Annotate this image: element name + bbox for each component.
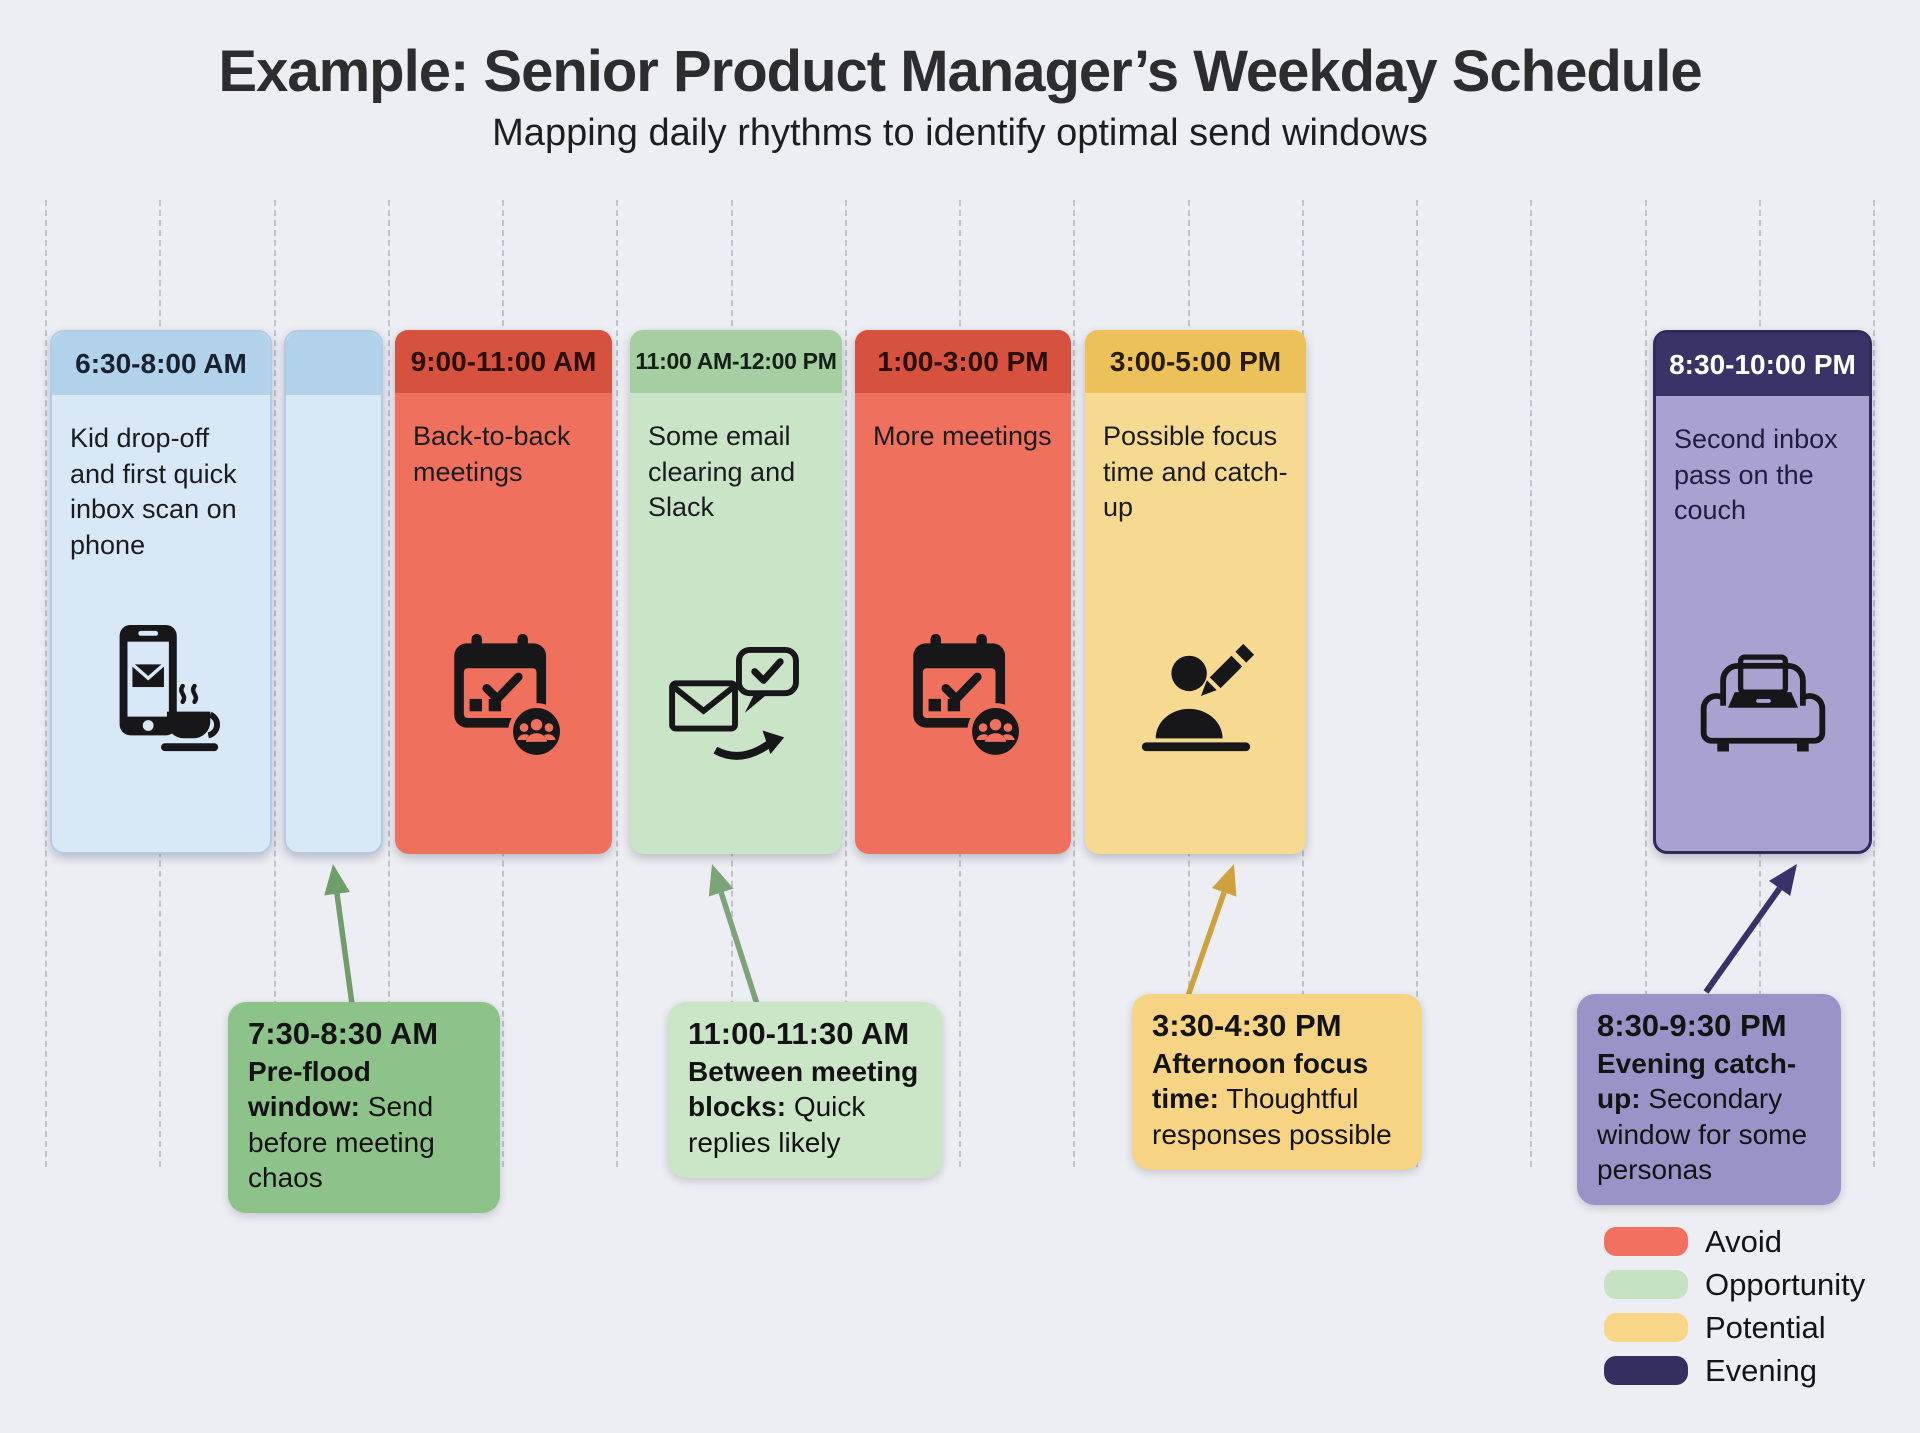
schedule-block-evening-couch: 8:30-10:00 PM Second inbox pass on the c… [1653, 330, 1872, 854]
arrow-afternoon-focus [1185, 864, 1237, 997]
callout-time: 11:00-11:30 AM [688, 1016, 910, 1051]
legend-row-opportunity: Opportunity [1604, 1263, 1865, 1306]
callout-time: 7:30-8:30 AM [248, 1016, 439, 1051]
page-title: Example: Senior Product Manager’s Weekda… [218, 39, 1702, 104]
callout-text: Afternoon focus time: Thoughtful respons… [1152, 1048, 1392, 1150]
legend-swatch-potential [1604, 1313, 1688, 1342]
block-description: Some email clearing and Slack [648, 421, 796, 523]
block-description: More meetings [873, 421, 1052, 451]
legend-row-potential: Potential [1604, 1306, 1865, 1349]
time-range-label [286, 332, 381, 395]
callout-pre-flood-window: 7:30-8:30 AM Pre-flood window: Send befo… [228, 1002, 500, 1214]
time-range-label: 6:30-8:00 AM [52, 332, 270, 395]
callout-text: Evening catch-up: Secondary window for s… [1597, 1048, 1808, 1185]
callout-text: Between meeting blocks: Quick replies li… [688, 1056, 919, 1158]
time-range-label: 3:00-5:00 PM [1085, 330, 1306, 393]
time-range-label: 9:00-11:00 AM [395, 330, 612, 393]
schedule-block-email-clearing: 11:00 AM-12:00 PM Some email clearing an… [630, 330, 842, 854]
callout-text: Pre-flood window: Send before meeting ch… [248, 1056, 435, 1193]
schedule-block-focus-time: 3:00-5:00 PM Possible focus time and cat… [1085, 330, 1306, 854]
schedule-block-pre-meeting-gap [284, 330, 383, 854]
phone-coffee-icon [92, 620, 230, 760]
time-range-label: 8:30-10:00 PM [1656, 333, 1869, 396]
email-reply-icon [664, 644, 808, 762]
schedule-block-morning-meetings: 9:00-11:00 AM Back-to-back meetings [395, 330, 612, 854]
legend-swatch-evening [1604, 1356, 1688, 1385]
block-description: Possible focus time and catch-up [1103, 421, 1288, 523]
legend-label: Avoid [1705, 1223, 1782, 1259]
arrow-pre-flood [324, 864, 355, 1005]
legend-label: Opportunity [1705, 1266, 1866, 1302]
callout-between-meeting-blocks: 11:00-11:30 AM Between meeting blocks: Q… [668, 1002, 942, 1178]
legend-swatch-avoid [1604, 1227, 1688, 1256]
callout-time: 8:30-9:30 PM [1597, 1008, 1787, 1043]
page-subtitle: Mapping daily rhythms to identify optima… [492, 112, 1428, 154]
legend-label: Evening [1705, 1352, 1818, 1388]
legend-row-avoid: Avoid [1604, 1220, 1865, 1263]
legend-row-evening: Evening [1604, 1349, 1865, 1392]
block-description: Back-to-back meetings [413, 421, 571, 487]
callout-evening-catch-up: 8:30-9:30 PM Evening catch-up: Secondary… [1577, 994, 1841, 1206]
block-description: Second inbox pass on the couch [1674, 424, 1838, 526]
person-writing-icon [1132, 636, 1260, 762]
schedule-block-afternoon-meetings: 1:00-3:00 PM More meetings [855, 330, 1071, 854]
calendar-people-icon [896, 630, 1030, 762]
callout-time: 3:30-4:30 PM [1152, 1008, 1342, 1043]
couch-laptop-icon [1692, 635, 1834, 759]
legend-label: Potential [1705, 1309, 1826, 1345]
arrow-evening-catchup [1703, 864, 1797, 994]
legend: Avoid Opportunity Potential Evening [1604, 1220, 1865, 1392]
legend-swatch-opportunity [1604, 1270, 1688, 1299]
time-range-label: 1:00-3:00 PM [855, 330, 1071, 393]
time-range-label: 11:00 AM-12:00 PM [630, 330, 842, 393]
calendar-people-icon [437, 630, 571, 762]
callout-afternoon-focus-time: 3:30-4:30 PM Afternoon focus time: Thoug… [1132, 994, 1422, 1170]
block-description: Kid drop-off and first quick inbox scan … [70, 423, 237, 560]
arrow-between-meetings [708, 864, 760, 1005]
schedule-block-early-morning: 6:30-8:00 AM Kid drop-off and first quic… [50, 330, 272, 854]
